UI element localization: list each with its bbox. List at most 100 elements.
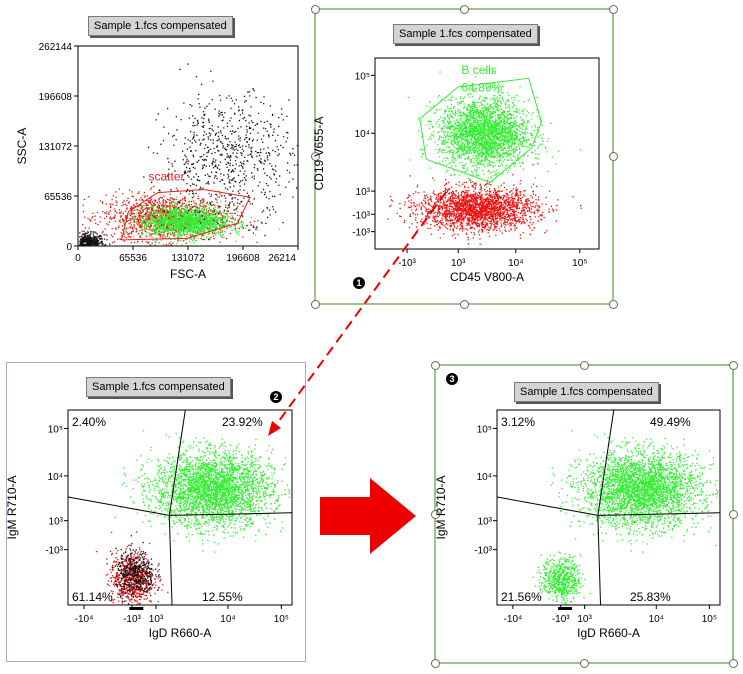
plot3-axes: IgD R660-A IgM R710-A -10⁴ -10³ 10³ 10⁴ 10⁵ 10⁵… [5, 409, 293, 640]
plot3-quad-bottom [168, 515, 173, 606]
plot3-quadrant-bottom-right: 12.55% [202, 590, 243, 604]
plot3-y-axis-label: IgM R710-A [5, 475, 19, 539]
plot2-resize-handle[interactable] [459, 4, 469, 14]
plot4-resize-handle[interactable] [430, 509, 440, 519]
plot4-resize-handle[interactable] [430, 658, 440, 668]
plot3-population-igm+-igd+ [114, 428, 291, 553]
plot3-axis-marker [129, 607, 144, 610]
plot2-x-tick-label: -10³ [398, 258, 416, 269]
gate-link-arrowhead [268, 421, 281, 436]
plot4-x-tick-label: -10⁴ [504, 614, 523, 625]
plot4-axis-marker [558, 607, 573, 610]
plot3-x-tick-label: 10⁵ [274, 614, 289, 625]
plot1-title: Sample 1.fcs compensated [88, 16, 233, 36]
plot2-y-tick-label: 10³ [356, 187, 371, 198]
plot1-axes: FSC-A SSC-A 0 65536 131072 196608 26214 0 65536 1… [15, 42, 299, 281]
plot2-resize-handle[interactable] [310, 152, 320, 161]
plot1-population-granulocytes [143, 63, 299, 241]
plot4-y-tick-label: 10³ [478, 517, 493, 528]
plot4-resize-handle[interactable] [728, 360, 738, 370]
plot3-title: Sample 1.fcs compensated [86, 377, 231, 397]
plot3-quad-top [168, 409, 186, 516]
plot2-points [408, 71, 582, 189]
plot2-y-tick-label: -10³ [352, 210, 370, 221]
plot3-y-tick-label: 10⁴ [48, 472, 63, 483]
plot1-y-tick-label: 131072 [39, 142, 73, 153]
plot4-x-tick-label: 10³ [577, 614, 592, 625]
plot4-quadrant-top-right: 49.49% [650, 415, 691, 429]
plot3-x-tick-label: -10³ [123, 614, 141, 625]
plot2-resize-handle[interactable] [608, 152, 618, 161]
plot4-quad-right [597, 512, 721, 516]
plot2-title: Sample 1.fcs compensated [393, 24, 538, 44]
plot4-quad-left [496, 496, 598, 516]
plot1-gate [120, 188, 251, 241]
plot4-quadrant-bottom-left: 21.56% [501, 590, 542, 604]
plot2-gate-value: 64.89% [461, 81, 502, 95]
plot4-quad-bottom [597, 515, 602, 606]
plot2-x-tick-label: 10³ [451, 258, 466, 269]
plot1-y-tick-label: 0 [66, 242, 72, 253]
plot4-resize-handle[interactable] [728, 509, 738, 519]
plot2-gate-label: B cells [461, 63, 496, 77]
plot3-frame[interactable] [6, 362, 306, 662]
plot4-quadrant-top-left: 3.12% [501, 415, 535, 429]
plot4-title: Sample 1.fcs compensated [514, 382, 659, 402]
plot3-badge: 2 [270, 391, 282, 403]
plot1-population-debris [79, 227, 111, 247]
plot2-points [387, 163, 582, 245]
plot4-resize-handle[interactable] [430, 360, 440, 370]
plot2-resize-handle[interactable] [310, 4, 320, 14]
plot2-resize-handle[interactable] [310, 299, 320, 309]
plot2-gate [419, 77, 542, 183]
plot4-quadrant-bottom-right: 25.83% [630, 590, 671, 604]
plot1-x-tick-label: 65536 [119, 253, 147, 264]
plot2-y-tick-label: 10⁵ [355, 71, 370, 82]
plot2-x-axis-label: CD45 V800-A [450, 270, 524, 284]
plot3-population-double-negative-dark [106, 535, 161, 605]
plot1-y-tick-label: 262144 [39, 42, 73, 53]
plot1-x-tick-label: 0 [75, 253, 81, 264]
plot2-population-non-b [387, 163, 582, 245]
plot2-badge: 1 [353, 277, 365, 289]
plot2-y-axis-label: CD19 V655-A [312, 116, 326, 190]
plot3-x-tick-label: -10⁴ [75, 614, 94, 625]
plot3-x-tick-label: 10⁴ [220, 614, 235, 625]
plot3-quadrant-lines [67, 409, 293, 606]
plot1-y-tick-label: 65536 [44, 192, 72, 203]
plot2-resize-handle[interactable] [459, 299, 469, 309]
plot2-y-tick-label: 10⁴ [355, 129, 370, 140]
plot2-y-tick-label: -10³ [352, 228, 370, 239]
plot4-resize-handle[interactable] [579, 658, 589, 668]
plot4-x-tick-label: 10⁵ [702, 614, 717, 625]
plot3-y-tick-label: -10³ [45, 546, 63, 557]
plot3-x-tick-label: 10³ [149, 614, 164, 625]
plot3-quadrant-top-right: 23.92% [222, 415, 263, 429]
plot2-resize-handle[interactable] [608, 299, 618, 309]
plot2-population-b-cells [408, 71, 582, 189]
gate-link-line [275, 191, 447, 426]
plot4-axes: IgD R660-A IgM R710-A -10⁴ -10³ 10³ 10⁴ 10⁵ 10⁵… [434, 409, 721, 640]
plot4-y-axis-label: IgM R710-A [434, 475, 448, 539]
plot4-resize-handle[interactable] [579, 360, 589, 370]
plot2-resize-handle[interactable] [608, 4, 618, 14]
plot4-points [532, 551, 591, 605]
gate-link-arrow [268, 191, 447, 436]
plot4-x-tick-label: 10⁴ [649, 614, 664, 625]
plot3-points [114, 428, 291, 553]
plot1-population-lymphocytes [121, 194, 281, 246]
plot4-quad-top [597, 409, 615, 516]
plot4-badge: 3 [446, 373, 458, 385]
plot4-x-tick-label: -10³ [552, 614, 570, 625]
plot1-points [121, 194, 281, 246]
plot3-y-tick-label: 10⁵ [48, 424, 63, 435]
plot3-quad-right [169, 512, 293, 516]
plot4-population-igm+-igd+ [549, 428, 719, 553]
plot4-resize-handle[interactable] [728, 658, 738, 668]
plot2-x-tick-label: 10⁵ [572, 258, 587, 269]
plot4-population-double-negative [532, 551, 591, 605]
plot4-y-tick-label: -10³ [474, 546, 492, 557]
plot1-gate-label: scatter [148, 169, 184, 183]
plot1-x-tick-label: 26214 [268, 253, 296, 264]
